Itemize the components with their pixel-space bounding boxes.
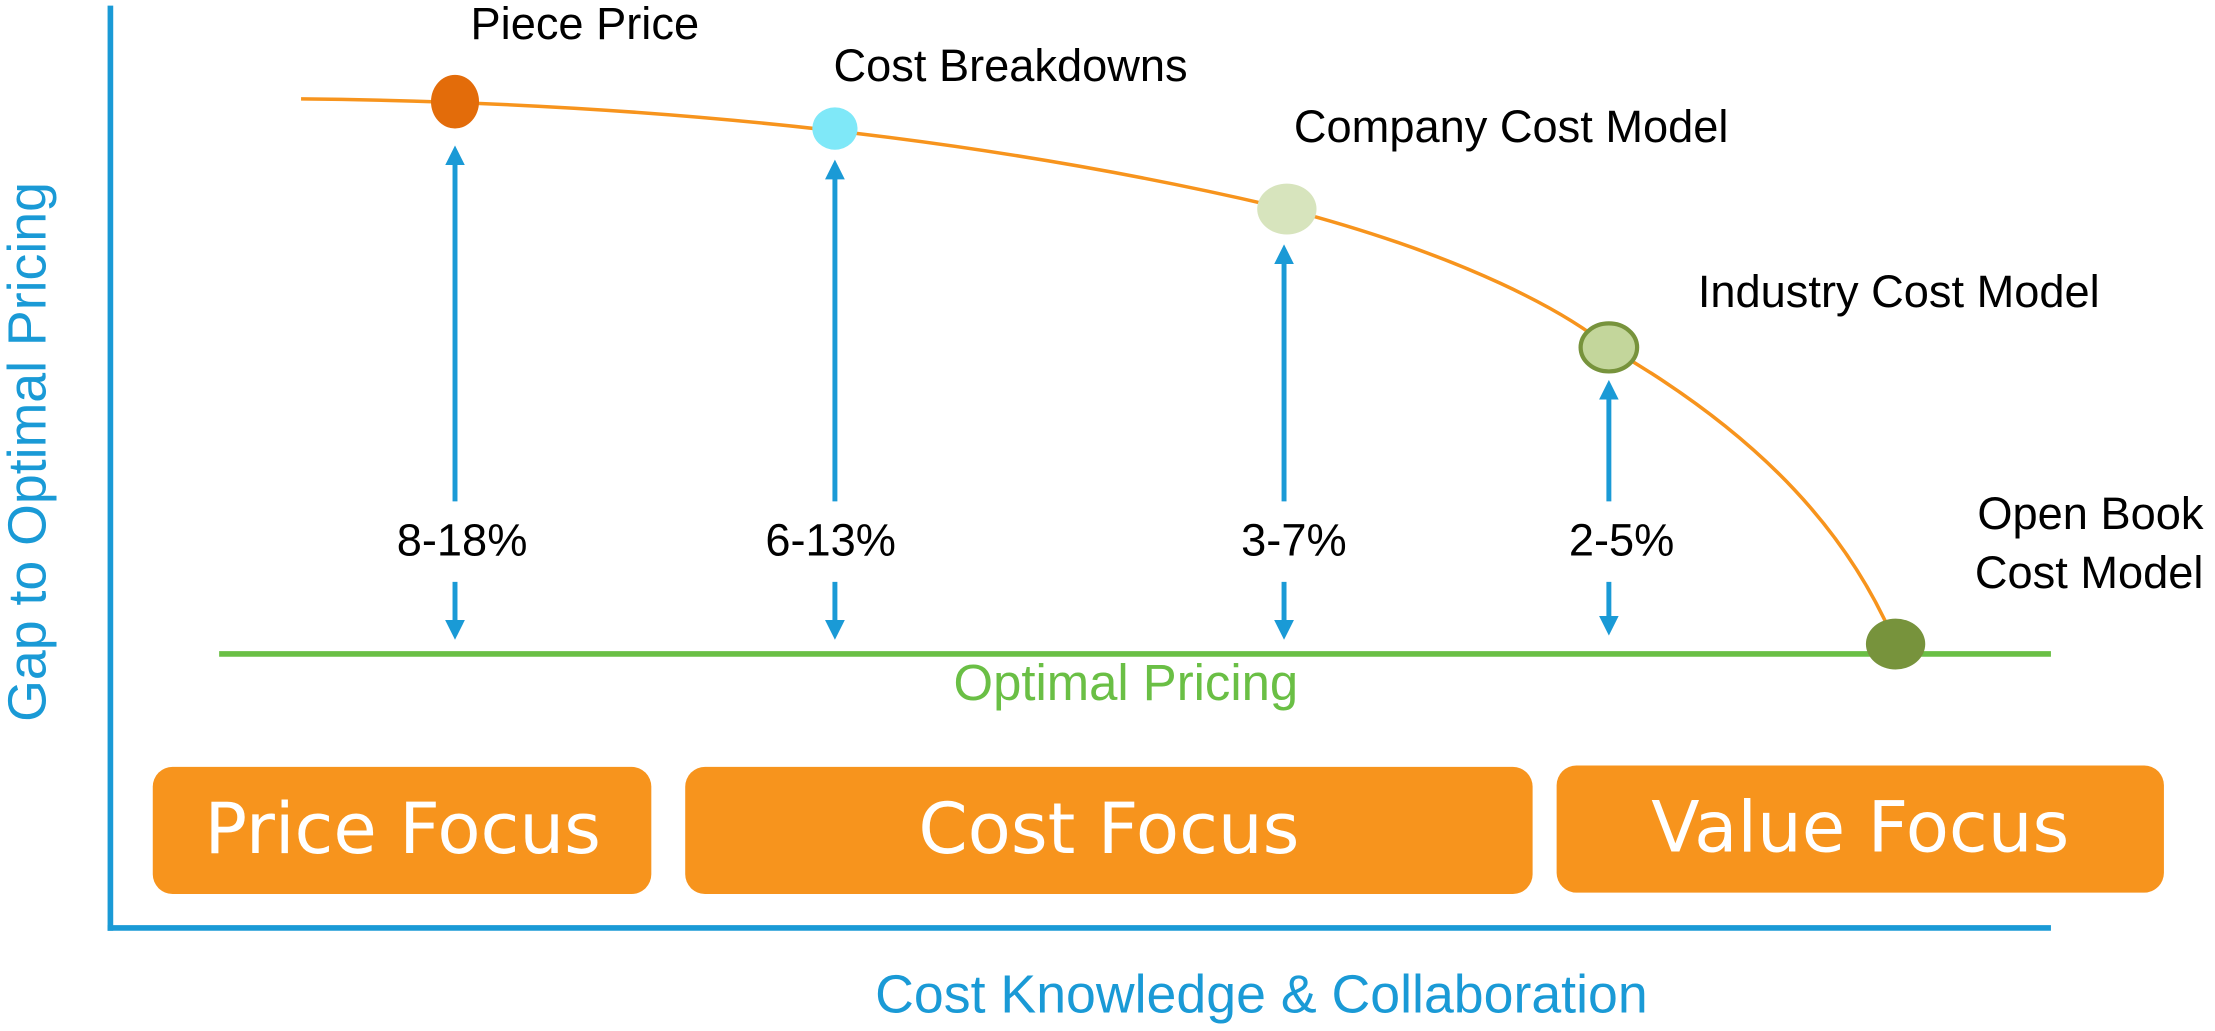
stage-label: Open Book (1977, 488, 2203, 539)
stage-dot (812, 107, 858, 150)
range-label: 3-7% (1241, 515, 1347, 566)
focus-label: Price Focus (205, 787, 601, 870)
range-label: 2-5% (1569, 515, 1675, 566)
curve (301, 97, 1898, 645)
range-label: 8-18% (397, 515, 528, 566)
stage-label: Industry Cost Model (1698, 266, 2100, 317)
stage-dot (1578, 321, 1640, 374)
stage-dot (430, 74, 480, 129)
focus-label: Value Focus (1651, 785, 2069, 868)
stage-label: Cost Breakdowns (834, 40, 1188, 91)
stage-dot (1257, 183, 1317, 235)
focus-label: Cost Focus (918, 787, 1299, 870)
stage-label: Company Cost Model (1294, 101, 1729, 152)
y-axis-label: Gap to Optimal Pricing (0, 182, 57, 722)
focus-box (152, 766, 652, 895)
x-axis-label: Cost Knowledge & Collaboration (875, 965, 1648, 1025)
stage-label: Cost Model (1975, 547, 2204, 598)
stage-label: Piece Price (471, 0, 700, 49)
focus-box (1556, 765, 2164, 893)
focus-box (685, 766, 1533, 895)
range-label: 6-13% (765, 515, 896, 566)
stage-dot (1865, 618, 1926, 670)
optimal-label: Optimal Pricing (954, 654, 1299, 711)
